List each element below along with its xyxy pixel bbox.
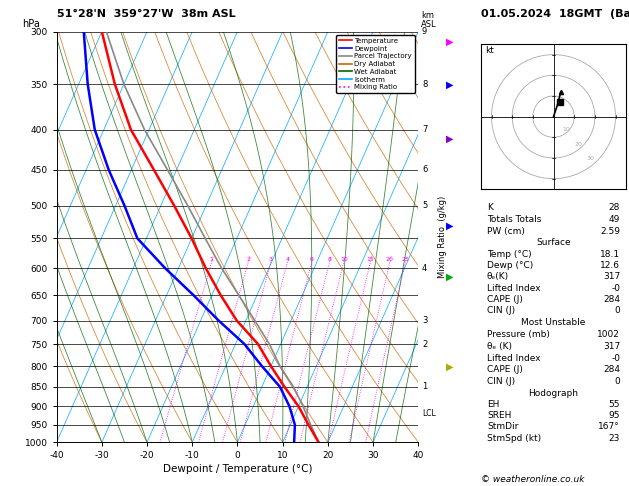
Text: 9: 9 [422, 27, 427, 36]
Text: 49: 49 [609, 215, 620, 224]
Text: 55: 55 [609, 400, 620, 409]
Text: Surface: Surface [536, 238, 571, 247]
Text: kt: kt [486, 46, 494, 54]
Text: 0: 0 [615, 306, 620, 315]
Text: Most Unstable: Most Unstable [521, 318, 586, 327]
Text: 25: 25 [401, 257, 409, 262]
Text: 317: 317 [603, 272, 620, 281]
Text: 6: 6 [422, 165, 427, 174]
Text: 4: 4 [286, 257, 289, 262]
Text: 28: 28 [609, 203, 620, 212]
Text: 30: 30 [587, 156, 594, 161]
Text: Hodograph: Hodograph [528, 389, 579, 398]
Text: 18.1: 18.1 [600, 250, 620, 259]
Text: ▶: ▶ [446, 362, 454, 371]
Text: LCL: LCL [423, 409, 436, 418]
Text: 4: 4 [422, 263, 427, 273]
Text: 5: 5 [422, 201, 427, 210]
Text: Mixing Ratio  (g/kg): Mixing Ratio (g/kg) [438, 196, 447, 278]
Text: 1: 1 [422, 382, 427, 391]
Text: SREH: SREH [487, 411, 511, 420]
Text: 6: 6 [309, 257, 314, 262]
Text: 317: 317 [603, 342, 620, 351]
Text: 1: 1 [209, 257, 214, 262]
Text: 95: 95 [609, 411, 620, 420]
Text: 10: 10 [562, 127, 570, 132]
Text: StmDir: StmDir [487, 422, 518, 432]
Text: 23: 23 [609, 434, 620, 443]
Text: 2.59: 2.59 [600, 227, 620, 236]
Text: 7: 7 [422, 125, 427, 134]
Text: 8: 8 [422, 80, 427, 88]
Text: EH: EH [487, 400, 499, 409]
Text: 2: 2 [422, 340, 427, 348]
Text: K: K [487, 203, 493, 212]
Text: ▶: ▶ [446, 36, 454, 46]
Text: Pressure (mb): Pressure (mb) [487, 330, 550, 339]
Text: ▶: ▶ [446, 80, 454, 90]
X-axis label: Dewpoint / Temperature (°C): Dewpoint / Temperature (°C) [163, 465, 312, 474]
Text: hPa: hPa [22, 19, 40, 29]
Text: Dewp (°C): Dewp (°C) [487, 261, 533, 270]
Text: StmSpd (kt): StmSpd (kt) [487, 434, 541, 443]
Text: ▶: ▶ [446, 221, 454, 231]
Text: CIN (J): CIN (J) [487, 306, 515, 315]
Text: 10: 10 [340, 257, 348, 262]
Text: 284: 284 [603, 295, 620, 304]
Legend: Temperature, Dewpoint, Parcel Trajectory, Dry Adiabat, Wet Adiabat, Isotherm, Mi: Temperature, Dewpoint, Parcel Trajectory… [337, 35, 415, 93]
Text: Lifted Index: Lifted Index [487, 284, 540, 293]
Text: ▶: ▶ [446, 134, 454, 143]
Text: PW (cm): PW (cm) [487, 227, 525, 236]
Text: 20: 20 [574, 141, 582, 147]
Text: Totals Totals: Totals Totals [487, 215, 542, 224]
Text: 3: 3 [422, 316, 427, 325]
Text: CAPE (J): CAPE (J) [487, 295, 523, 304]
Text: -0: -0 [611, 353, 620, 363]
Text: km
ASL: km ASL [421, 11, 437, 29]
Text: θₑ (K): θₑ (K) [487, 342, 512, 351]
Text: © weatheronline.co.uk: © weatheronline.co.uk [481, 474, 585, 484]
Text: 0: 0 [615, 377, 620, 386]
Text: 8: 8 [328, 257, 331, 262]
Text: 3: 3 [269, 257, 273, 262]
Text: Lifted Index: Lifted Index [487, 353, 540, 363]
Text: CAPE (J): CAPE (J) [487, 365, 523, 375]
Text: 51°28'N  359°27'W  38m ASL: 51°28'N 359°27'W 38m ASL [57, 9, 235, 19]
Text: ▶: ▶ [446, 272, 454, 282]
Text: -0: -0 [611, 284, 620, 293]
Text: θₑ(K): θₑ(K) [487, 272, 509, 281]
Text: 15: 15 [367, 257, 374, 262]
Text: 01.05.2024  18GMT  (Base: 06): 01.05.2024 18GMT (Base: 06) [481, 9, 629, 19]
Text: 284: 284 [603, 365, 620, 375]
Text: 1002: 1002 [597, 330, 620, 339]
Text: Temp (°C): Temp (°C) [487, 250, 532, 259]
Text: 12.6: 12.6 [600, 261, 620, 270]
Text: 20: 20 [386, 257, 394, 262]
Text: 167°: 167° [598, 422, 620, 432]
Text: 2: 2 [246, 257, 250, 262]
Text: CIN (J): CIN (J) [487, 377, 515, 386]
